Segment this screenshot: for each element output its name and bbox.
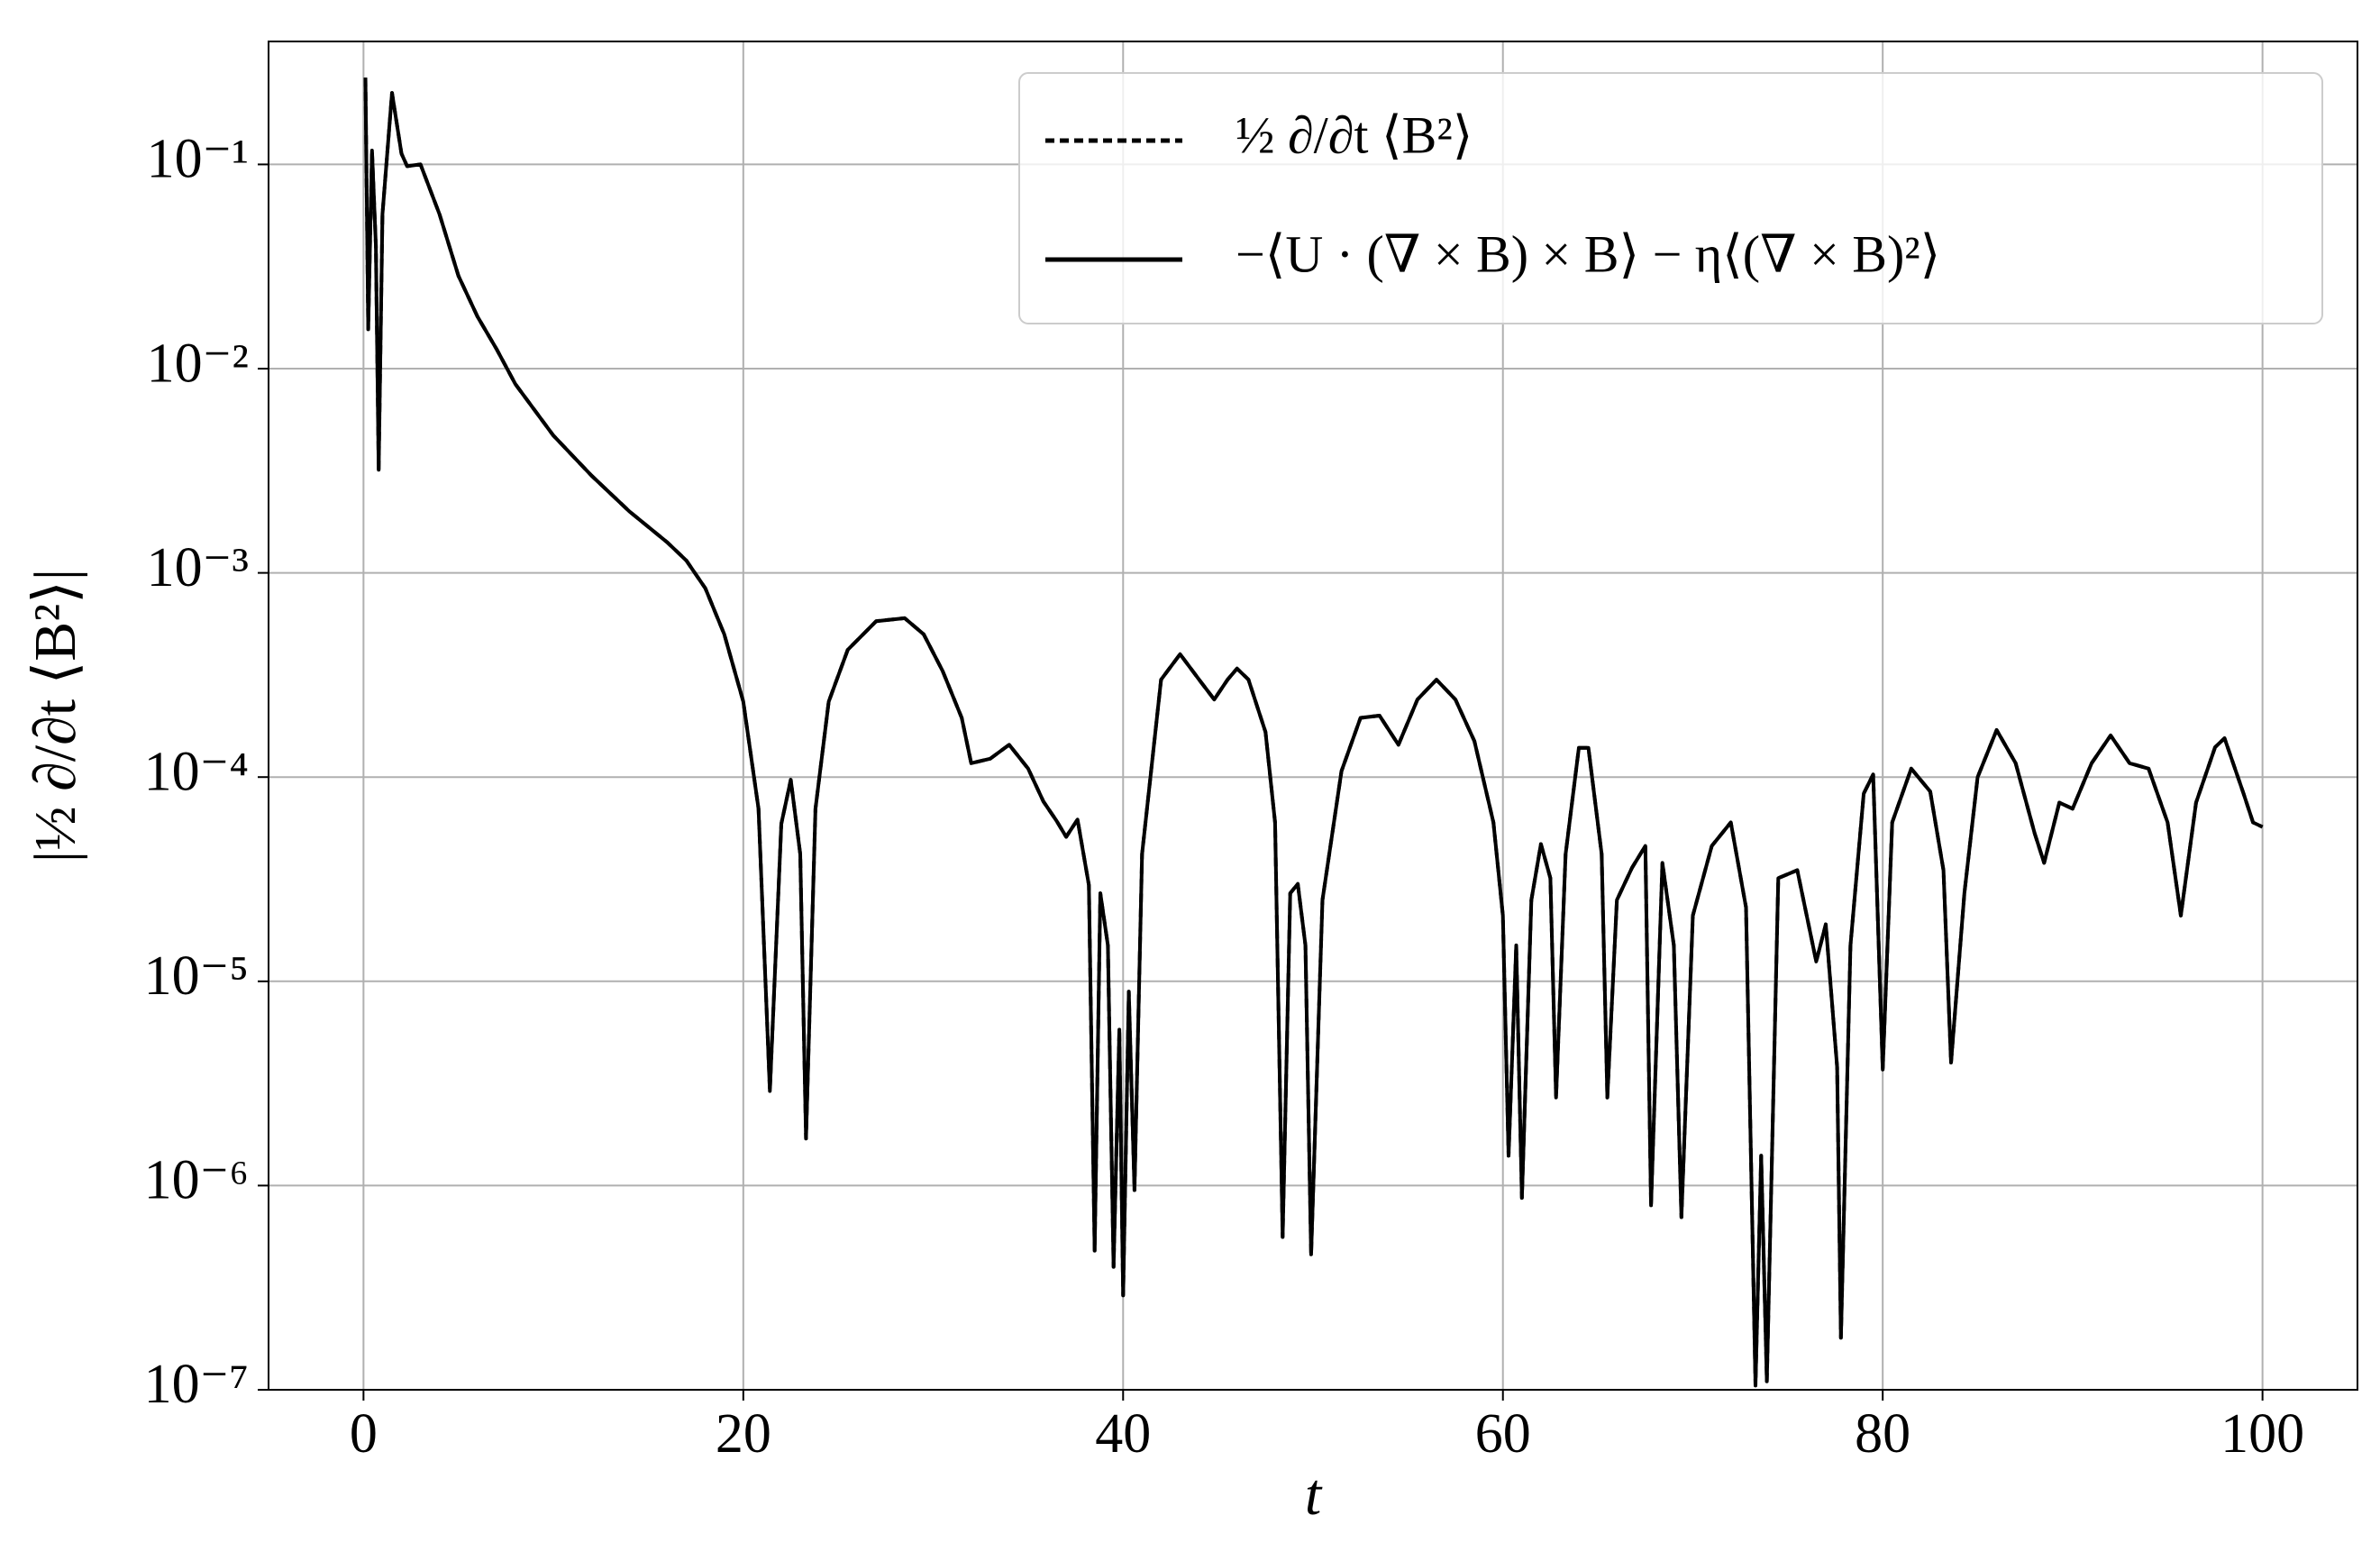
y-tick-label: 10⁻¹ — [147, 129, 249, 190]
legend-box — [1018, 72, 2323, 324]
legend: ½ ∂/∂t ⟨B²⟩ −⟨U · (∇ × B) × B⟩ − η⟨(∇ × B… — [1018, 72, 2323, 324]
y-tick-label: 10⁻⁴ — [144, 741, 249, 802]
plot-lines — [363, 78, 2264, 1388]
plot-frame — [268, 41, 2358, 1391]
x-tick-label: 80 — [1855, 1403, 1910, 1465]
y-tick-label: 10⁻³ — [147, 537, 249, 598]
y-tick-label: 10⁻² — [147, 333, 249, 394]
x-tick-label: 60 — [1475, 1403, 1531, 1465]
x-tick-label: 40 — [1095, 1403, 1151, 1465]
y-tick-label: 10⁻⁷ — [144, 1354, 249, 1415]
legend-label: −⟨U · (∇ × B) × B⟩ − η⟨(∇ × B)²⟩ — [1236, 224, 1940, 283]
series-line — [363, 78, 2264, 1388]
y-tick-label: 10⁻⁶ — [144, 1150, 249, 1211]
x-tick-label: 0 — [350, 1403, 378, 1465]
x-tick-label: 20 — [716, 1403, 771, 1465]
legend-label: ½ ∂/∂t ⟨B²⟩ — [1236, 105, 1473, 164]
ticks: 0 20 40 60 80 100 10⁻⁷ 10⁻⁶ 10⁻⁵ 10⁻⁴ 10⁻³ 10⁻² 10⁻¹ — [144, 129, 2304, 1465]
y-tick-label: 10⁻⁵ — [144, 945, 249, 1007]
x-tick-label: 100 — [2220, 1403, 2304, 1465]
x-axis-label: t — [1305, 1462, 1323, 1528]
y-axis-label: |½ ∂/∂t ⟨B²⟩| — [23, 569, 88, 863]
